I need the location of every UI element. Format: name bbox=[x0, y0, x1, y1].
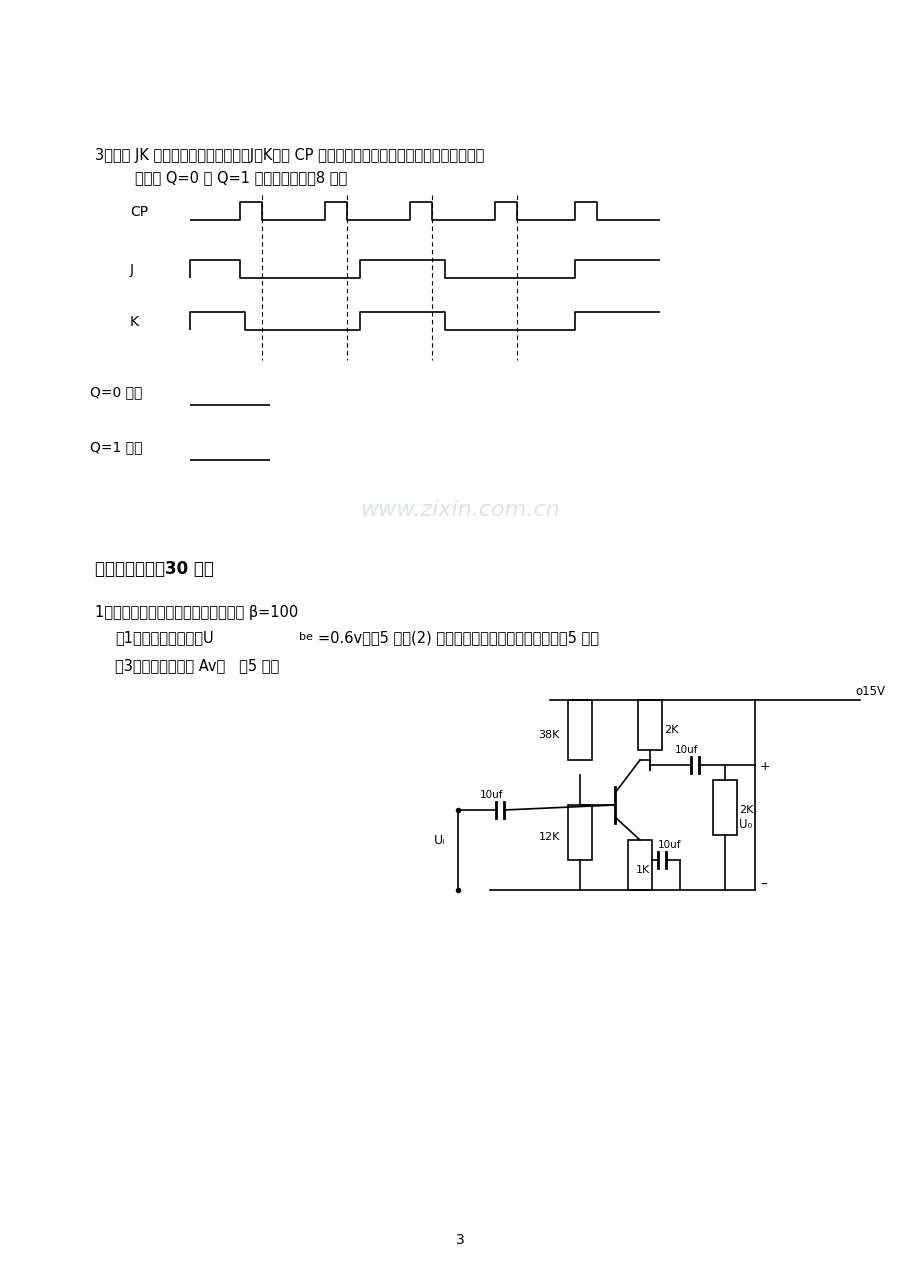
Text: 10uf: 10uf bbox=[675, 744, 698, 755]
Bar bbox=[628, 840, 652, 890]
Text: CP: CP bbox=[130, 206, 148, 218]
Text: 10uf: 10uf bbox=[657, 840, 681, 850]
Bar bbox=[567, 805, 591, 859]
Text: 3、主从 JK 触发器（下降沿触发），J、K端和 CP 端的输入信号波形如图所示，分别画出触发: 3、主从 JK 触发器（下降沿触发），J、K端和 CP 端的输入信号波形如图所示… bbox=[95, 148, 483, 163]
Bar bbox=[712, 780, 736, 835]
Text: K: K bbox=[130, 315, 139, 329]
Text: 1K: 1K bbox=[635, 865, 650, 875]
Text: Uᵢ: Uᵢ bbox=[434, 834, 445, 847]
Text: （3）电压放大倍数 Av。   （5 分）: （3）电压放大倍数 Av。 （5 分） bbox=[115, 658, 279, 673]
Text: o15V: o15V bbox=[854, 684, 884, 699]
Text: 38K: 38K bbox=[538, 730, 560, 739]
Text: =0.6v）（5 分）(2) 画出交流通路和微变等效电路。（5 分）: =0.6v）（5 分）(2) 画出交流通路和微变等效电路。（5 分） bbox=[318, 630, 598, 645]
Text: www.zixin.com.cn: www.zixin.com.cn bbox=[359, 501, 560, 520]
Text: be: be bbox=[299, 632, 312, 642]
Text: 12K: 12K bbox=[538, 833, 560, 842]
Text: （1）静态工作点。（U: （1）静态工作点。（U bbox=[115, 630, 213, 645]
Text: J: J bbox=[130, 263, 134, 277]
Text: 1、如图电路中各参数如图所示，已知 β=100: 1、如图电路中各参数如图所示，已知 β=100 bbox=[95, 605, 298, 621]
Text: Q=0 时：: Q=0 时： bbox=[90, 384, 142, 398]
Text: 器初态 Q=0 和 Q=1 的输出波形。（8 分）: 器初态 Q=0 和 Q=1 的输出波形。（8 分） bbox=[135, 170, 346, 185]
Text: U₀: U₀ bbox=[738, 819, 752, 831]
Text: 四、计算题：（30 分）: 四、计算题：（30 分） bbox=[95, 561, 213, 578]
Bar bbox=[567, 700, 591, 760]
Text: 3: 3 bbox=[455, 1234, 464, 1248]
Text: 2K: 2K bbox=[664, 725, 677, 736]
Text: 2K: 2K bbox=[738, 805, 753, 815]
Text: –: – bbox=[759, 879, 766, 893]
Bar bbox=[637, 700, 662, 750]
Text: Q=1 时：: Q=1 时： bbox=[90, 441, 142, 455]
Text: +: + bbox=[759, 761, 770, 774]
Text: 10uf: 10uf bbox=[480, 790, 504, 799]
